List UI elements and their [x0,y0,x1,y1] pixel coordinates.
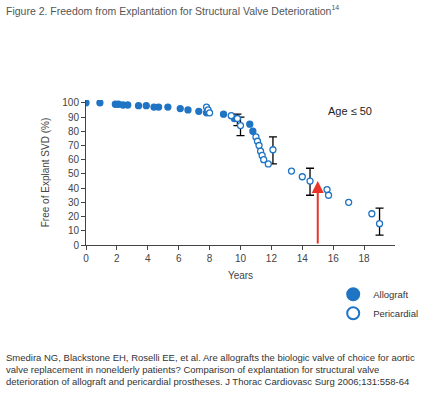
svg-text:Years: Years [228,270,253,281]
svg-text:8: 8 [207,253,213,264]
svg-text:80: 80 [68,126,80,137]
svg-text:60: 60 [68,154,80,165]
svg-text:0: 0 [83,253,89,264]
svg-text:14: 14 [297,253,309,264]
html-text:Smedira NG, Blackstone EH, Ros: Smedira NG, Blackstone EH, Roselli EE, e… [6,352,415,387]
svg-text:10: 10 [235,253,247,264]
svg-text:70: 70 [68,140,80,151]
svg-text:Pericardial: Pericardial [373,308,418,319]
svg-text:Allograft: Allograft [373,289,408,300]
svg-text:90: 90 [68,112,80,123]
svg-text:100: 100 [62,97,79,108]
svg-text:0: 0 [73,240,79,251]
svg-text:Age ≤ 50: Age ≤ 50 [328,105,372,117]
svg-text:4: 4 [145,253,151,264]
svg-text:16: 16 [328,253,340,264]
svg-text:40: 40 [68,183,80,194]
svg-text:12: 12 [266,253,278,264]
svg-text:20: 20 [68,211,80,222]
svg-text:30: 30 [68,197,80,208]
svg-text:6: 6 [176,253,182,264]
svg-text:50: 50 [68,168,80,179]
svg-text:2: 2 [114,253,120,264]
svg-text:Free of Explant SVD (%): Free of Explant SVD (%) [40,118,51,227]
html-text:Figure 2. Freedom from Explant: Figure 2. Freedom from Explantation for … [6,4,340,17]
svg-text:18: 18 [359,253,371,264]
svg-text:10: 10 [68,225,80,236]
